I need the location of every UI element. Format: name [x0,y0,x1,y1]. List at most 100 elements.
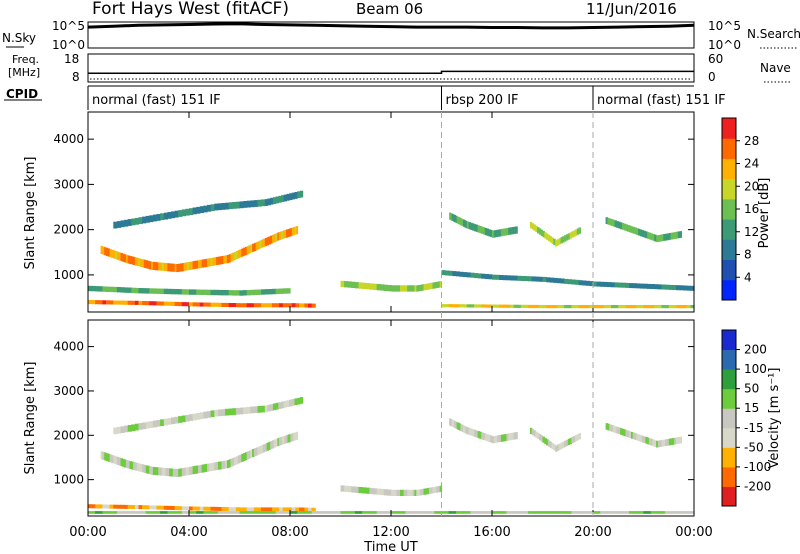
scatter-cell [235,456,239,465]
scatter-cell [470,511,479,514]
scatter-cell [189,511,197,514]
mode-change-markers [441,112,594,516]
velocity-colorbar: -200 -100 -50 -15 15 50 100 200 [721,329,771,507]
scatter-cell [156,214,161,221]
scatter-cell [452,304,457,308]
scatter-cell [351,281,356,288]
scatter-cell [138,463,141,472]
scatter-cell [280,231,283,240]
scatter-cell [138,258,141,267]
scatter-cell [538,434,542,441]
colorbar-tick-label: 8 [744,248,752,262]
scatter-cell [578,280,583,286]
scatter-cell [180,263,183,272]
scatter-cell [677,437,681,444]
scatter-cell [412,285,415,292]
scatter-cell [267,198,271,206]
scatter-cell [142,288,147,294]
scatter-cell [535,304,540,309]
scatter-cell [113,221,118,229]
scatter-cell [255,242,259,251]
scatter-cell [638,228,641,236]
scatter-cell [185,208,190,216]
scatter-cell [358,487,363,494]
scatter-cell [239,249,242,258]
scatter-cell [275,507,280,512]
colorbar-swatch [722,198,736,220]
scatter-cell [275,233,278,242]
x-tick-label: 00:00 [69,525,106,540]
scatter-cell [194,260,197,269]
scatter-cell [611,425,614,432]
scatter-cell [288,434,291,443]
scatter-cell [650,438,654,446]
scatter-cell [113,427,118,435]
scatter-cell [318,511,327,514]
scatter-cell [131,218,136,226]
scatter-cell [567,305,572,309]
scatter-cell [609,424,612,432]
scatter-cell [98,286,103,292]
scatter-cell [199,464,203,473]
scatter-cell [665,511,673,514]
colorbar-tick-label: 50 [744,382,759,396]
scatter-cell [158,467,161,476]
scatter-cell [636,305,641,309]
scatter-cell [623,429,627,437]
scatter-cell [181,415,186,423]
scatter-cell [297,507,300,512]
scatter-cell [253,406,259,413]
scatter-cell [638,434,641,442]
colorbar-swatch [722,118,736,139]
scatter-cell [549,236,553,243]
scatter-cell [488,434,491,442]
scatter-cell [647,283,652,289]
scatter-cell [253,511,262,514]
scatter-cell [621,428,625,436]
scatter-cell [286,193,290,201]
scatter-cell [434,486,437,493]
scatter-cell [120,426,125,433]
scatter-cell [398,285,401,292]
scatter-cell [183,262,186,271]
scatter-cell [91,285,96,292]
scatter-cell [645,231,648,239]
scatter-cell [167,418,172,425]
scatter-cell [672,511,681,514]
scatter-cell [281,401,285,409]
scatter-cell [248,450,251,459]
scatter-cell [571,231,574,238]
scatter-cell [199,412,204,419]
colorbar-tick-label: -50 [744,440,764,454]
scatter-cell [261,511,269,514]
scatter-cell [578,305,583,309]
scatter-cell [217,203,223,211]
scatter-cell [470,272,475,278]
noise-left-tick-bottom: 10^0 [52,38,85,52]
scatter-cell [304,511,313,514]
scatter-cell [529,222,533,229]
scatter-cell [475,224,479,232]
scatter-cell [412,489,415,496]
scatter-cell [300,303,304,308]
scatter-cell [217,409,223,417]
scatter-cell [120,504,125,509]
scatter-cell [192,261,195,270]
scatter-cell [253,289,259,295]
scatter-cell [163,418,168,426]
scatter-cell [138,505,143,510]
scatter-cell [603,281,608,287]
scatter-cell [228,459,232,468]
scatter-cell [169,263,172,272]
scatter-cell [470,304,475,308]
scatter-cell [582,280,587,286]
scatter-cell [172,468,176,477]
scatter-cell [679,305,684,309]
scatter-cell [250,289,255,296]
scatter-cell [208,463,212,472]
scatter-cell [432,282,435,289]
scatter-cell [365,283,370,290]
scatter-cell [272,403,277,411]
scatter-cell [650,511,659,514]
noise-panel: N.Sky 10^5 10^0 10^5 10^0 N.Search [2,19,800,52]
